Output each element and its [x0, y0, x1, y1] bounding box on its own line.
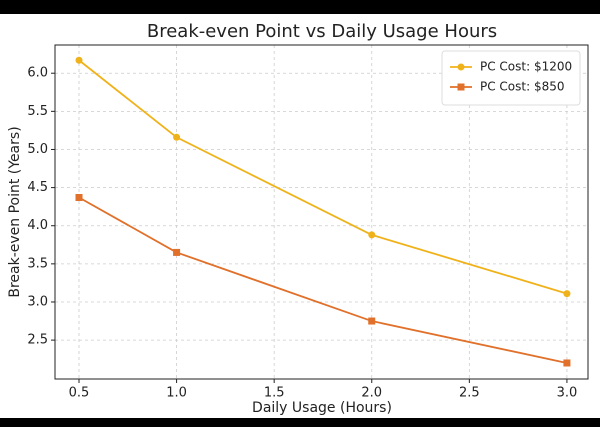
y-tick-label: 5.0 — [27, 142, 48, 157]
y-tick-label: 4.0 — [27, 218, 48, 233]
marker — [173, 133, 181, 141]
line — [78, 196, 568, 364]
marker — [75, 56, 83, 64]
marker — [563, 359, 571, 367]
x-tick-label: 1.5 — [264, 386, 285, 401]
y-tick-label: 5.5 — [27, 104, 48, 119]
chart-title: Break-even Point vs Daily Usage Hours — [147, 21, 497, 42]
marker — [368, 317, 376, 325]
x-tick-label: 0.5 — [69, 386, 90, 401]
y-axis-label: Break-even Point (Years) — [7, 126, 23, 297]
marker — [457, 63, 465, 71]
marker — [563, 290, 571, 298]
legend-label: PC Cost: $1200 — [480, 60, 572, 74]
y-tick-label: 3.5 — [27, 256, 48, 271]
x-axis-label: Daily Usage (Hours) — [252, 400, 392, 416]
line — [78, 59, 568, 295]
marker — [75, 194, 83, 202]
x-tick-label: 2.5 — [459, 386, 480, 401]
plot-frame — [54, 44, 589, 380]
x-tick-label: 2.0 — [361, 386, 382, 401]
y-tick-label: 2.5 — [27, 333, 48, 348]
marker — [457, 83, 465, 91]
marker — [173, 248, 181, 256]
y-tick-label: 4.5 — [27, 180, 48, 195]
y-tick-label: 6.0 — [27, 66, 48, 81]
x-tick-label: 1.0 — [166, 386, 187, 401]
legend-label: PC Cost: $850 — [480, 80, 565, 94]
y-tick-label: 3.0 — [27, 294, 48, 309]
marker — [368, 231, 376, 239]
legend-box — [441, 50, 581, 106]
x-tick-label: 3.0 — [557, 386, 578, 401]
